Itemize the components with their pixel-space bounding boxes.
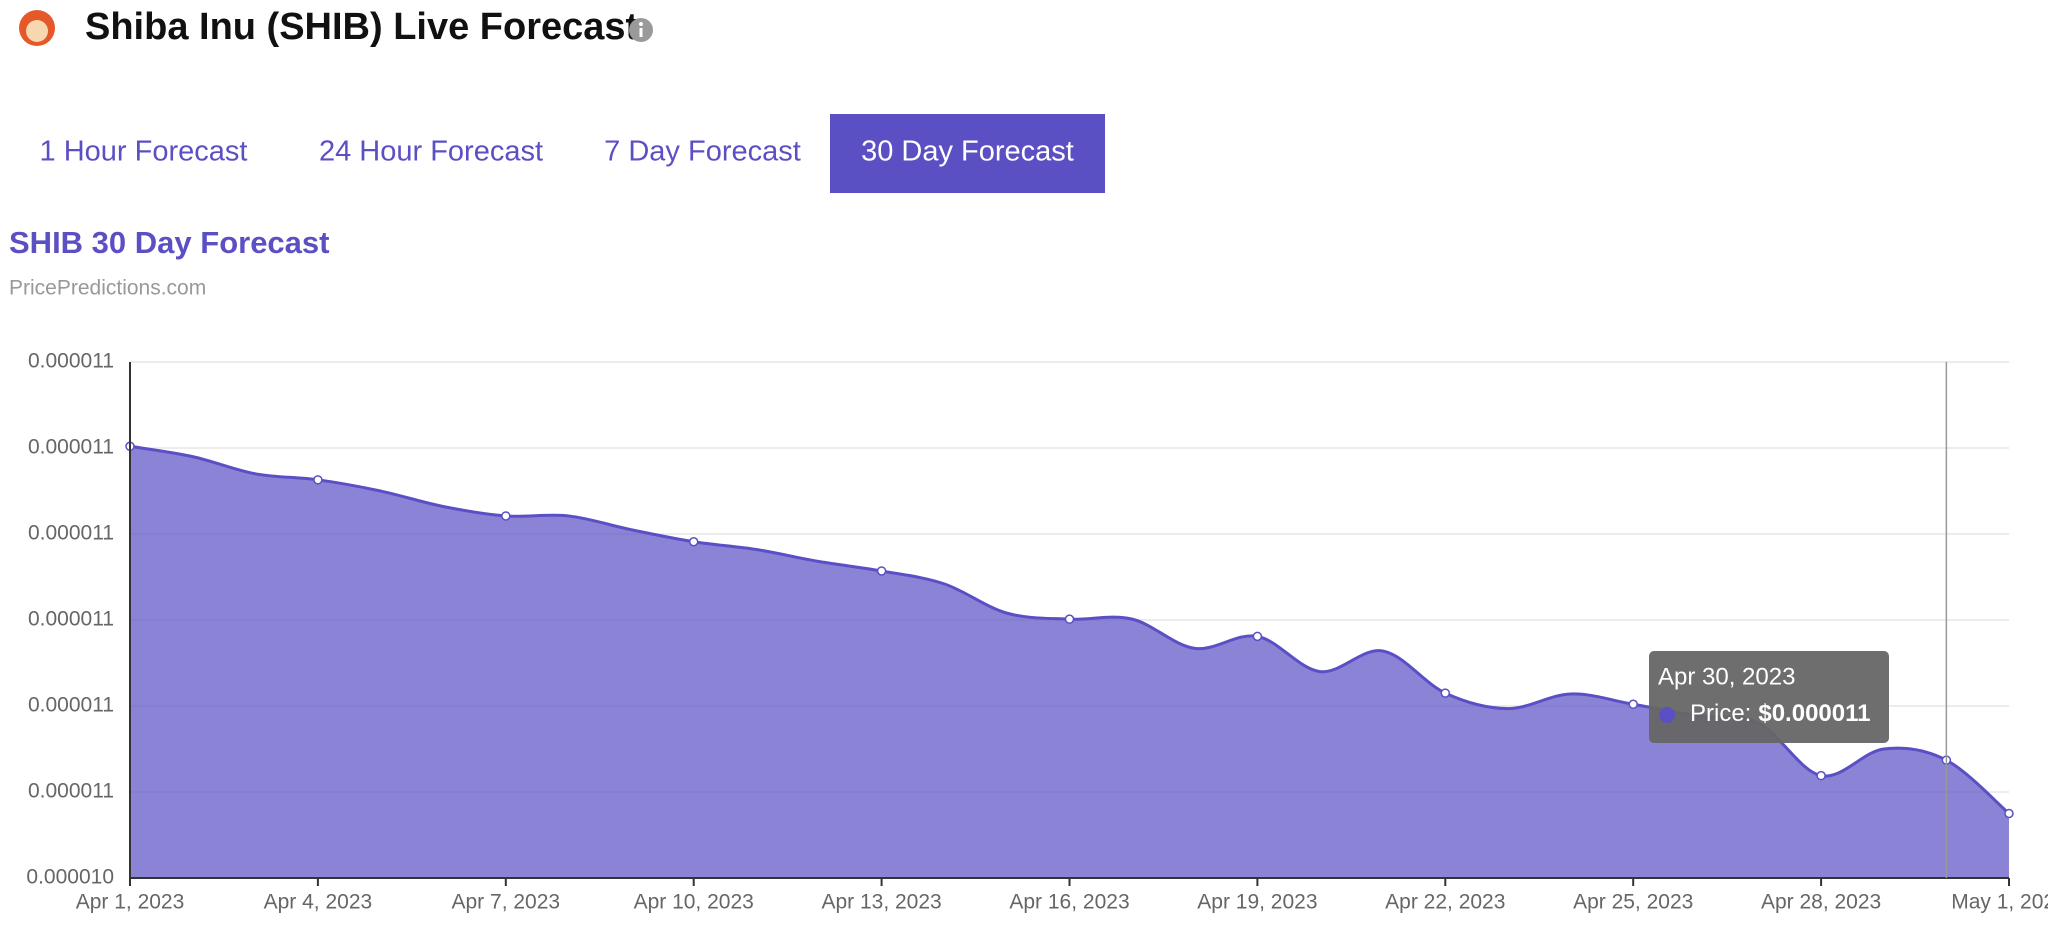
x-tick-label: Apr 25, 2023 [1573,891,1693,914]
chart-subtitle: PricePredictions.com [9,277,206,300]
point [1816,770,1826,781]
tab[interactable]: 24 Hour Forecast [319,136,543,168]
point [1252,631,1263,642]
x-tick-label: Apr 1, 2023 [76,891,185,914]
y-tick-label: 0.000010 [26,866,114,889]
tab-bar: 1 Hour Forecast 24 Hour Forecast 7 Day For… [40,114,1105,193]
point [876,566,887,576]
y-tick-label: 0.000011 [28,522,114,545]
x-tick-label: Apr 19, 2023 [1197,891,1317,914]
tooltip-value: $0.000011 [1758,700,1870,727]
tooltip-marker [1659,707,1675,723]
tooltip: Apr 30, 2023 Price: $0.000011 [1649,651,1889,743]
x-tick-label: Apr 28, 2023 [1761,891,1881,914]
tab[interactable]: 1 Hour Forecast [40,136,248,168]
page-title: Shiba Inu (SHIB) Live Forecast [85,6,639,48]
x-tick-label: Apr 7, 2023 [452,891,561,914]
point [313,475,323,485]
x-tick-label: May 1, 2023 [1951,891,2048,914]
y-tick-label: 0.000011 [28,608,114,631]
info-icon-dot [639,22,643,26]
y-tick-label: 0.000011 [28,780,114,803]
logo-face [26,20,48,42]
y-tick-label: 0.000011 [28,436,114,459]
tooltip-title: Apr 30, 2023 [1658,663,1795,690]
point [2004,808,2014,819]
point [688,536,699,547]
x-tick-label: Apr 13, 2023 [821,891,941,914]
point [501,511,511,521]
x-tick-label: Apr 4, 2023 [264,891,373,914]
point [1628,699,1638,710]
x-tick-label: Apr 10, 2023 [634,891,754,914]
y-tick-label: 0.000011 [28,694,114,717]
info-icon-stem [639,28,643,37]
y-tick-label: 0.000011 [28,350,114,373]
tooltip-series: Price: [1690,700,1751,727]
plot: 0.000010 0.000011 0.000011 0.000011 0.000011… [26,350,2048,914]
point [1064,614,1075,624]
point [1440,688,1451,698]
tooltip-box [1649,651,1889,743]
x-tick-label: Apr 22, 2023 [1385,891,1505,914]
area-fill [130,446,2009,878]
tooltip-label: Price: $0.000011 [1690,700,1870,727]
chart-title: SHIB 30 Day Forecast [9,225,329,260]
x-tick-label: Apr 16, 2023 [1009,891,1129,914]
tab-active[interactable]: 30 Day Forecast [861,136,1074,168]
tab[interactable]: 7 Day Forecast [604,136,801,168]
tab-active-bg [830,114,1105,193]
